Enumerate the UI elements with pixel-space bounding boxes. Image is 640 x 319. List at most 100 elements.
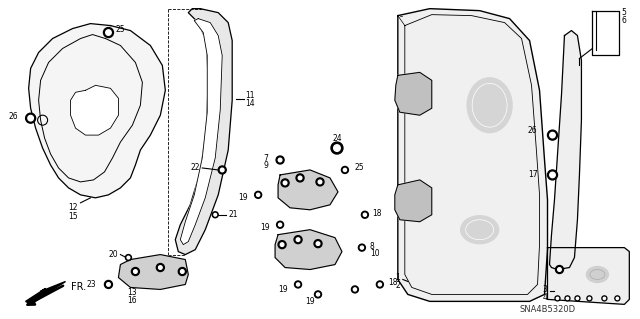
Circle shape xyxy=(156,263,164,271)
Circle shape xyxy=(159,266,162,269)
Circle shape xyxy=(575,296,580,301)
Text: 4: 4 xyxy=(543,293,547,302)
Circle shape xyxy=(28,115,33,121)
Text: 10: 10 xyxy=(370,249,380,258)
Text: 17: 17 xyxy=(528,170,538,179)
Polygon shape xyxy=(29,24,165,198)
Text: 26: 26 xyxy=(9,112,19,121)
Text: 11: 11 xyxy=(245,91,255,100)
Circle shape xyxy=(604,297,605,300)
Circle shape xyxy=(547,170,557,180)
Polygon shape xyxy=(395,180,432,222)
Circle shape xyxy=(342,167,348,174)
Text: 19: 19 xyxy=(260,223,270,232)
Circle shape xyxy=(179,268,186,276)
Circle shape xyxy=(104,280,113,288)
Circle shape xyxy=(556,297,559,300)
Circle shape xyxy=(362,211,369,218)
Circle shape xyxy=(278,241,286,249)
Circle shape xyxy=(314,240,322,248)
Circle shape xyxy=(294,281,301,288)
Circle shape xyxy=(134,270,137,273)
Circle shape xyxy=(314,291,321,298)
Circle shape xyxy=(547,130,557,140)
Text: SNA4B5320D: SNA4B5320D xyxy=(520,305,576,314)
Circle shape xyxy=(214,213,216,216)
Circle shape xyxy=(318,180,322,184)
Polygon shape xyxy=(26,281,65,304)
Text: 26: 26 xyxy=(528,126,538,135)
Circle shape xyxy=(616,297,618,300)
Ellipse shape xyxy=(461,216,499,244)
Polygon shape xyxy=(70,85,118,135)
Circle shape xyxy=(333,145,340,151)
Polygon shape xyxy=(398,9,547,301)
Circle shape xyxy=(351,286,358,293)
Polygon shape xyxy=(118,255,188,289)
Circle shape xyxy=(276,156,284,164)
Ellipse shape xyxy=(586,267,609,282)
Circle shape xyxy=(316,293,319,296)
Text: 6: 6 xyxy=(621,16,626,25)
Circle shape xyxy=(220,168,224,172)
Text: 16: 16 xyxy=(127,296,137,305)
Circle shape xyxy=(557,268,561,271)
Text: 19: 19 xyxy=(239,193,248,202)
Text: 18: 18 xyxy=(372,209,381,218)
Circle shape xyxy=(284,181,287,185)
Circle shape xyxy=(316,178,324,186)
Text: 23: 23 xyxy=(87,280,97,289)
Circle shape xyxy=(576,297,579,300)
Text: 21: 21 xyxy=(228,210,237,219)
Polygon shape xyxy=(278,170,338,210)
Circle shape xyxy=(353,288,356,291)
Circle shape xyxy=(104,27,113,38)
Circle shape xyxy=(360,246,364,249)
Polygon shape xyxy=(547,248,629,304)
Polygon shape xyxy=(550,31,581,270)
Ellipse shape xyxy=(467,78,512,133)
Circle shape xyxy=(565,296,570,301)
Circle shape xyxy=(556,265,563,273)
Text: FR.: FR. xyxy=(70,282,86,293)
Circle shape xyxy=(550,172,556,178)
Circle shape xyxy=(281,179,289,187)
Circle shape xyxy=(615,296,620,301)
Text: 13: 13 xyxy=(127,288,137,297)
Circle shape xyxy=(294,236,302,244)
Text: 1: 1 xyxy=(395,273,400,282)
Circle shape xyxy=(331,142,343,154)
Circle shape xyxy=(257,193,260,197)
Circle shape xyxy=(364,213,367,216)
Circle shape xyxy=(555,296,560,301)
Circle shape xyxy=(378,283,381,286)
Text: 20: 20 xyxy=(109,250,118,259)
Circle shape xyxy=(376,281,383,288)
Text: 24: 24 xyxy=(332,134,342,143)
Circle shape xyxy=(602,296,607,301)
Circle shape xyxy=(107,283,110,286)
Circle shape xyxy=(127,256,130,259)
Polygon shape xyxy=(175,9,232,255)
Circle shape xyxy=(298,176,302,180)
Circle shape xyxy=(180,270,184,273)
Text: 8: 8 xyxy=(370,242,374,251)
Circle shape xyxy=(276,221,284,228)
Circle shape xyxy=(344,168,346,172)
Text: 18: 18 xyxy=(388,278,397,287)
Text: 2: 2 xyxy=(395,281,400,290)
Circle shape xyxy=(296,238,300,241)
Circle shape xyxy=(587,296,592,301)
Polygon shape xyxy=(395,72,432,115)
Text: 25: 25 xyxy=(115,25,125,34)
Circle shape xyxy=(255,191,262,198)
Circle shape xyxy=(278,223,282,226)
Circle shape xyxy=(358,244,365,251)
Circle shape xyxy=(588,297,591,300)
Text: 5: 5 xyxy=(621,8,626,17)
Text: 22: 22 xyxy=(191,163,200,173)
Circle shape xyxy=(566,297,568,300)
Polygon shape xyxy=(275,230,342,270)
Circle shape xyxy=(296,174,304,182)
Text: 12: 12 xyxy=(68,203,77,212)
